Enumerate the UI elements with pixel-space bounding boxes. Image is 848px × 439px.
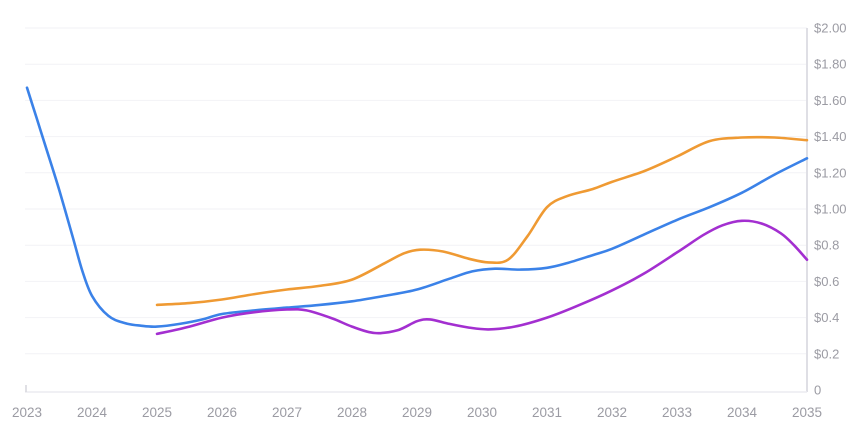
- x-axis-label: 2035: [792, 405, 822, 420]
- series-orange-line[interactable]: [155, 135, 809, 307]
- y-axis-label: $0.6: [814, 274, 839, 289]
- x-axis-label: 2027: [272, 405, 302, 420]
- x-axis-label: 2034: [727, 405, 758, 420]
- y-axis-label: 0: [814, 383, 821, 398]
- gridlines-layer: [25, 27, 807, 355]
- x-axis-label: 2024: [77, 405, 108, 420]
- x-axis-label: 2025: [142, 405, 172, 420]
- x-axis-label: 2028: [337, 405, 367, 420]
- y-axis-label: $2.00: [814, 21, 847, 36]
- x-axis-label: 2023: [12, 405, 42, 420]
- x-axis-label: 2026: [207, 405, 237, 420]
- axis-labels-layer: 2023 2024 2025 2026 2027 2028 2029 2030 2031 2032…: [12, 21, 847, 421]
- series-lines-layer: [25, 86, 809, 336]
- y-axis-label: $0.4: [814, 310, 839, 325]
- x-axis-label: 2030: [467, 405, 497, 420]
- x-axis-label: 2032: [597, 405, 627, 420]
- y-axis-label: $1.80: [814, 57, 847, 72]
- x-axis-label: 2033: [662, 405, 692, 420]
- series-blue-line[interactable]: [25, 86, 809, 329]
- y-axis-label: $0.2: [814, 346, 839, 361]
- axis-lines-layer: [25, 28, 808, 393]
- y-axis-label: $1.00: [814, 202, 847, 217]
- y-axis-label: $1.60: [814, 93, 847, 108]
- y-axis-label: $1.20: [814, 165, 847, 180]
- y-axis-label: $0.8: [814, 238, 839, 253]
- x-axis-label: 2029: [402, 405, 432, 420]
- series-purple-line[interactable]: [155, 219, 809, 336]
- y-axis-label: $1.40: [814, 129, 847, 144]
- x-axis-label: 2031: [532, 405, 562, 420]
